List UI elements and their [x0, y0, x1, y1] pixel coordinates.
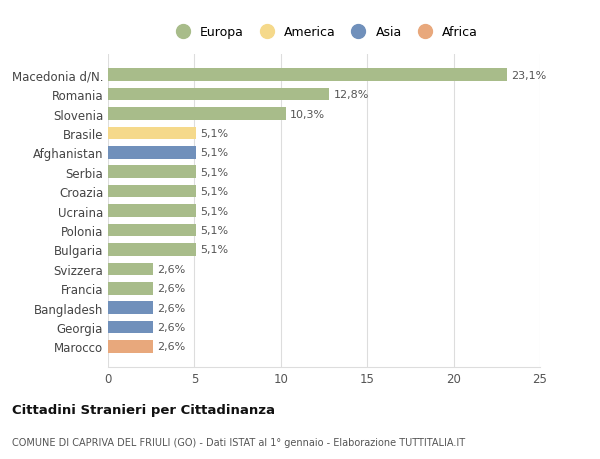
- Text: 2,6%: 2,6%: [157, 264, 185, 274]
- Bar: [108, 108, 286, 121]
- Bar: [108, 263, 153, 275]
- Text: COMUNE DI CAPRIVA DEL FRIULI (GO) - Dati ISTAT al 1° gennaio - Elaborazione TUTT: COMUNE DI CAPRIVA DEL FRIULI (GO) - Dati…: [12, 437, 465, 447]
- Text: 5,1%: 5,1%: [200, 148, 229, 158]
- Text: 10,3%: 10,3%: [290, 109, 325, 119]
- Text: 12,8%: 12,8%: [334, 90, 369, 100]
- Bar: [108, 147, 196, 159]
- Bar: [108, 127, 196, 140]
- Bar: [108, 224, 196, 237]
- Bar: [108, 205, 196, 218]
- Text: 5,1%: 5,1%: [200, 245, 229, 255]
- Legend: Europa, America, Asia, Africa: Europa, America, Asia, Africa: [167, 24, 481, 42]
- Bar: [108, 166, 196, 179]
- Bar: [108, 244, 196, 256]
- Bar: [108, 69, 507, 82]
- Bar: [108, 302, 153, 314]
- Bar: [108, 185, 196, 198]
- Text: 2,6%: 2,6%: [157, 342, 185, 352]
- Text: 2,6%: 2,6%: [157, 284, 185, 294]
- Text: 5,1%: 5,1%: [200, 225, 229, 235]
- Text: 5,1%: 5,1%: [200, 129, 229, 139]
- Text: 2,6%: 2,6%: [157, 322, 185, 332]
- Text: 5,1%: 5,1%: [200, 187, 229, 197]
- Text: 5,1%: 5,1%: [200, 168, 229, 177]
- Text: Cittadini Stranieri per Cittadinanza: Cittadini Stranieri per Cittadinanza: [12, 403, 275, 416]
- Bar: [108, 89, 329, 101]
- Bar: [108, 282, 153, 295]
- Bar: [108, 341, 153, 353]
- Text: 5,1%: 5,1%: [200, 206, 229, 216]
- Text: 23,1%: 23,1%: [511, 71, 547, 80]
- Text: 2,6%: 2,6%: [157, 303, 185, 313]
- Bar: [108, 321, 153, 334]
